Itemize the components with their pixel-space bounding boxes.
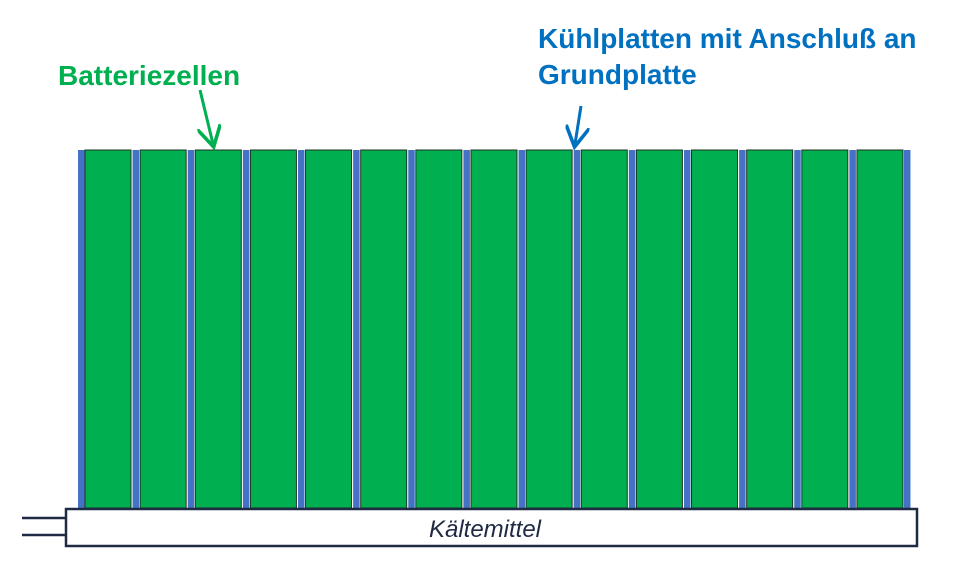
cooling-plate	[518, 150, 526, 508]
battery-cell	[580, 149, 628, 509]
cooling-plate	[187, 150, 195, 508]
battery-cell	[691, 149, 739, 509]
plates-label-line1: Kühlplatten mit Anschluß an	[538, 23, 917, 54]
base-plate	[64, 507, 919, 548]
plates-arrow	[575, 105, 581, 144]
battery-cell	[305, 149, 353, 509]
battery-cell	[194, 149, 242, 509]
battery-cell	[801, 149, 849, 509]
battery-cell	[470, 149, 518, 509]
cooling-plate	[463, 150, 470, 508]
battery-cell	[139, 149, 187, 509]
cooling-plate	[849, 150, 856, 508]
cells-label: Batteriezellen	[58, 60, 240, 91]
battery-cell	[360, 149, 408, 509]
cooling-plate	[78, 150, 85, 508]
cooling-plate	[132, 150, 140, 508]
battery-cell	[635, 149, 683, 509]
coolant-label: Kältemittel	[429, 516, 542, 543]
battery-cell	[856, 149, 904, 509]
cooling-plate	[903, 150, 911, 508]
cooling-plate	[408, 150, 415, 508]
cooling-plate	[739, 150, 746, 508]
cooling-plate	[573, 150, 581, 508]
cooling-plate	[794, 150, 801, 508]
battery-cell	[415, 149, 463, 509]
battery-cell	[746, 149, 794, 509]
cooling-plate	[353, 150, 360, 508]
battery-cell	[525, 149, 573, 509]
cooling-plate	[683, 150, 691, 508]
cooling-plate	[242, 150, 250, 508]
cells-arrow	[200, 89, 213, 144]
cooling-plate	[628, 150, 636, 508]
battery-stack	[78, 149, 911, 509]
battery-cell	[84, 149, 132, 509]
cooling-plate	[297, 150, 305, 508]
battery-cell	[249, 149, 297, 509]
plates-label-line2: Grundplatte	[538, 59, 697, 90]
